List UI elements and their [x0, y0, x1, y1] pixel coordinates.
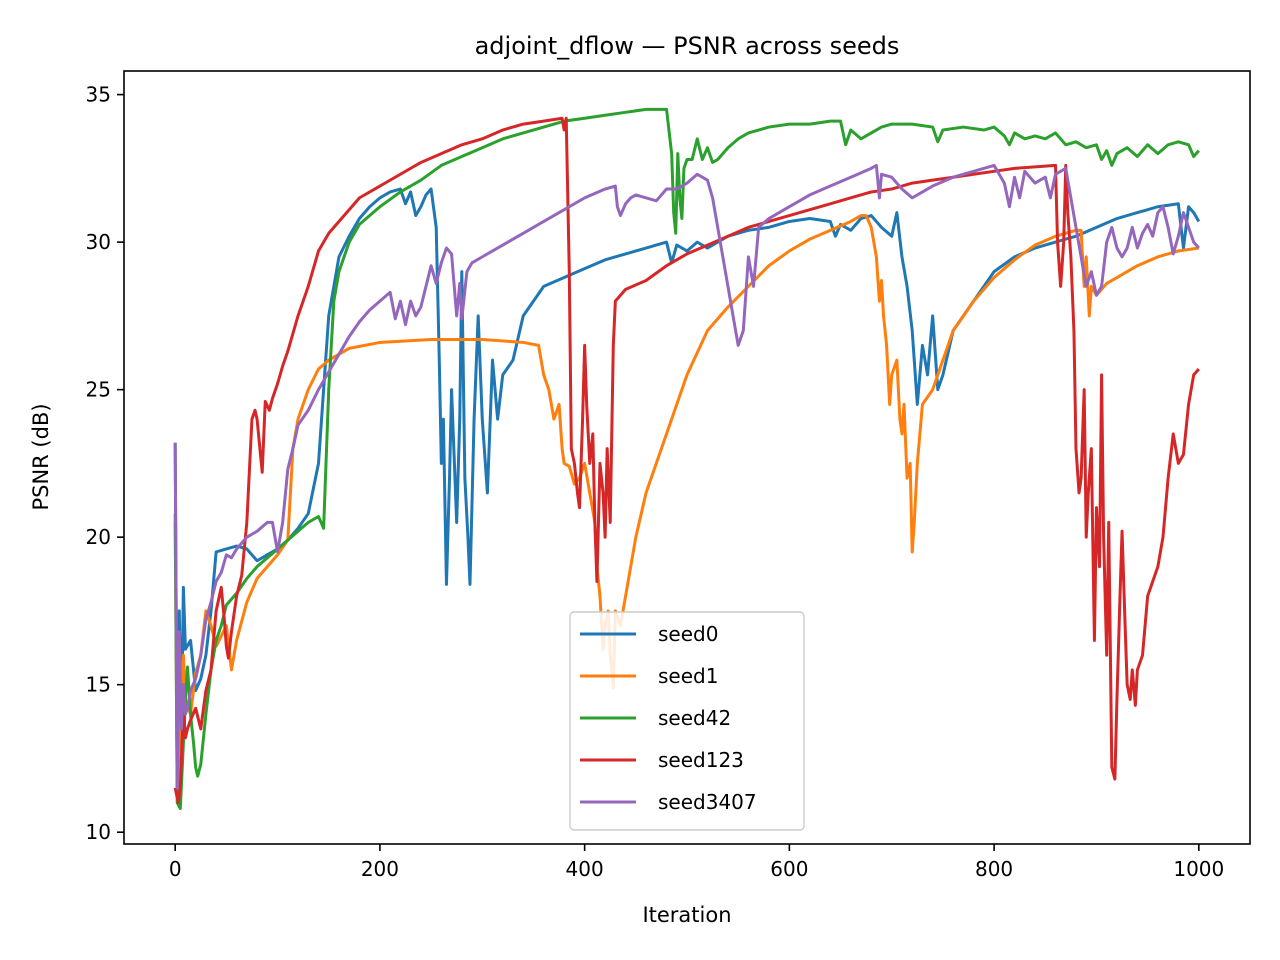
x-tick-label: 1000 [1173, 857, 1224, 881]
x-tick-label: 800 [975, 857, 1013, 881]
legend-label-seed0: seed0 [658, 622, 718, 646]
x-tick-label: 200 [361, 857, 399, 881]
y-axis-label: PSNR (dB) [29, 403, 53, 510]
y-tick-label: 15 [86, 673, 111, 697]
legend-label-seed42: seed42 [658, 706, 731, 730]
legend-label-seed123: seed123 [658, 748, 744, 772]
series-layer [173, 107, 1201, 811]
y-tick-label: 30 [86, 230, 111, 254]
y-axis: 10 15 20 25 30 35 [86, 83, 124, 844]
x-tick-label: 600 [770, 857, 808, 881]
legend-label-seed1: seed1 [658, 664, 718, 688]
chart-title: adjoint_dflow — PSNR across seeds [475, 32, 900, 60]
y-tick-label: 20 [86, 525, 111, 549]
legend-label-seed3407: seed3407 [658, 790, 757, 814]
y-tick-label: 35 [86, 83, 111, 107]
legend: seed0 seed1 seed42 seed123 seed3407 [569, 611, 805, 831]
y-tick-label: 10 [86, 820, 111, 844]
x-tick-label: 400 [566, 857, 604, 881]
x-axis-label: Iteration [642, 903, 731, 927]
series-line-seed123 [173, 116, 1200, 805]
plot-area-frame [123, 70, 1251, 845]
series-line-seed3407 [173, 163, 1200, 790]
series-line-seed42 [173, 107, 1200, 811]
x-tick-label: 0 [169, 857, 182, 881]
y-tick-label: 25 [86, 378, 111, 402]
legend-box [569, 611, 805, 831]
x-axis: 0 200 400 600 800 1000 [169, 844, 1224, 881]
